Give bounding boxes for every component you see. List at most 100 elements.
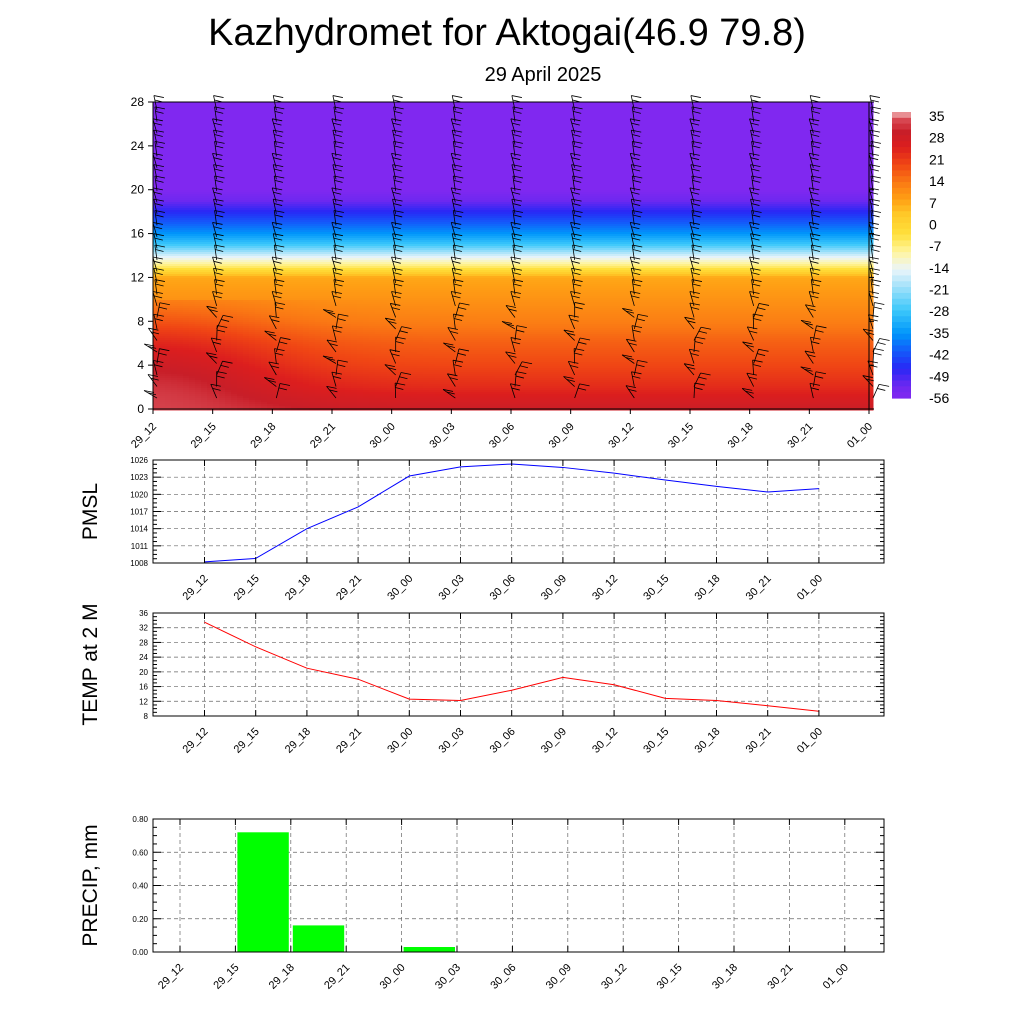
- y-tick-label: 1026: [130, 456, 148, 465]
- x-tick-label: 30_15: [641, 726, 671, 756]
- y-tick-label: 8: [144, 712, 149, 721]
- x-tick-label: 30_06: [488, 573, 518, 603]
- x-tick-label: 29_21: [322, 962, 352, 992]
- colorbar: [892, 112, 911, 399]
- colorbar-label: 28: [929, 130, 945, 146]
- heatmap-x-tick-label: 30_21: [785, 421, 815, 451]
- x-tick-label: 29_21: [334, 573, 364, 603]
- y-tick-label: 0.40: [132, 882, 148, 891]
- heatmap-x-tick-label: 29_12: [129, 421, 159, 451]
- x-tick-label: 30_09: [544, 962, 574, 992]
- colorbar-label: -14: [929, 260, 949, 276]
- x-tick-label: 29_12: [181, 573, 211, 603]
- x-tick-label: 30_21: [744, 726, 774, 756]
- y-tick-label: 16: [139, 683, 148, 692]
- x-tick-label: 29_12: [181, 726, 211, 756]
- heatmap-x-tick-label: 29_18: [248, 421, 278, 451]
- x-tick-label: 30_21: [765, 962, 795, 992]
- heatmap-y-tick-label: 28: [131, 95, 145, 109]
- grid-lines: [153, 613, 884, 716]
- heatmap-x-tick-label: 01_00: [845, 421, 875, 451]
- y-tick-label: 1023: [130, 473, 148, 482]
- colorbar-label: -49: [929, 368, 949, 384]
- x-tick-label: 30_12: [590, 573, 620, 603]
- heatmap-y-tick-label: 24: [131, 139, 145, 153]
- x-tick-label: 30_18: [710, 962, 740, 992]
- x-tick-label: 30_06: [488, 962, 518, 992]
- x-tick-label: 29_18: [283, 573, 313, 603]
- heatmap-y-tick-label: 4: [137, 358, 144, 372]
- panel-frame: [153, 613, 884, 716]
- colorbar-label: 7: [929, 195, 937, 211]
- x-tick-label: 29_12: [156, 962, 186, 992]
- colorbar-label: -42: [929, 347, 949, 363]
- x-tick-label: 29_15: [232, 573, 262, 603]
- heatmap-x-tick-label: 30_15: [666, 421, 696, 451]
- x-tick-label: 30_06: [488, 726, 518, 756]
- y-tick-label: 12: [139, 697, 148, 706]
- x-tick-label: 30_18: [693, 726, 723, 756]
- y-tick-label: 20: [139, 668, 148, 677]
- precip-bar: [293, 925, 344, 952]
- precip-bar: [404, 947, 455, 952]
- heatmap-x-tick-label: 29_15: [189, 421, 219, 451]
- y-tick-label: 0.20: [132, 915, 148, 924]
- colorbar-label: 0: [929, 216, 937, 232]
- x-tick-label: 30_00: [378, 962, 408, 992]
- y-tick-label: 24: [139, 653, 148, 662]
- y-tick-label: 36: [139, 609, 148, 618]
- x-tick-label: 30_03: [437, 573, 467, 603]
- x-tick-label: 29_21: [334, 726, 364, 756]
- x-tick-label: 01_00: [795, 573, 825, 603]
- colorbar-label: -7: [929, 238, 942, 254]
- x-tick-label: 30_12: [590, 726, 620, 756]
- grid-lines: [153, 460, 884, 563]
- heatmap-x-tick-label: 30_18: [726, 421, 756, 451]
- x-tick-label: 29_15: [211, 962, 241, 992]
- colorbar-label: 35: [929, 108, 945, 124]
- y-tick-label: 1008: [130, 559, 148, 568]
- x-tick-label: 30_15: [655, 962, 685, 992]
- y-axis-label: PRECIP, mm: [79, 824, 102, 946]
- heatmap-x-tick-label: 30_00: [368, 421, 398, 451]
- x-tick-label: 01_00: [795, 726, 825, 756]
- heatmap-x-tick-label: 30_03: [427, 421, 457, 451]
- y-tick-label: 0.00: [132, 948, 148, 957]
- x-tick-label: 29_18: [267, 962, 297, 992]
- colorbar-label: -56: [929, 390, 949, 406]
- x-tick-label: 30_03: [437, 726, 467, 756]
- heatmap-y-tick-label: 0: [137, 402, 144, 416]
- x-tick-label: 30_00: [385, 726, 415, 756]
- x-tick-label: 30_09: [539, 726, 569, 756]
- x-tick-label: 29_15: [232, 726, 262, 756]
- x-tick-label: 30_09: [539, 573, 569, 603]
- colorbar-label: 21: [929, 151, 945, 167]
- y-tick-label: 0.60: [132, 848, 148, 857]
- x-tick-label: 30_12: [599, 962, 629, 992]
- x-tick-label: 29_18: [283, 726, 313, 756]
- y-tick-label: 28: [139, 638, 148, 647]
- y-tick-label: 1014: [130, 525, 148, 534]
- precip-bar: [237, 832, 288, 952]
- heatmap-y-tick-label: 20: [131, 183, 145, 197]
- heatmap-cells: [153, 102, 874, 411]
- y-tick-label: 32: [139, 624, 148, 633]
- y-axis-label: PMSL: [79, 483, 102, 540]
- x-tick-label: 30_03: [433, 962, 463, 992]
- heatmap-x-tick-label: 30_06: [487, 421, 517, 451]
- heatmap-x-tick-label: 29_21: [308, 421, 338, 451]
- heatmap-y-tick-label: 12: [131, 270, 145, 284]
- y-tick-label: 1017: [130, 508, 148, 517]
- heatmap-y-tick-label: 8: [137, 314, 144, 328]
- x-tick-label: 30_21: [744, 573, 774, 603]
- colorbar-label: -28: [929, 303, 949, 319]
- x-tick-label: 01_00: [821, 962, 851, 992]
- heatmap-x-tick-label: 30_09: [547, 421, 577, 451]
- colorbar-label: -35: [929, 325, 949, 341]
- y-axis-label: TEMP at 2 M: [79, 603, 102, 725]
- x-tick-label: 30_18: [693, 573, 723, 603]
- x-tick-label: 30_00: [385, 573, 415, 603]
- colorbar-label: 14: [929, 173, 945, 189]
- y-tick-label: 1011: [131, 542, 149, 551]
